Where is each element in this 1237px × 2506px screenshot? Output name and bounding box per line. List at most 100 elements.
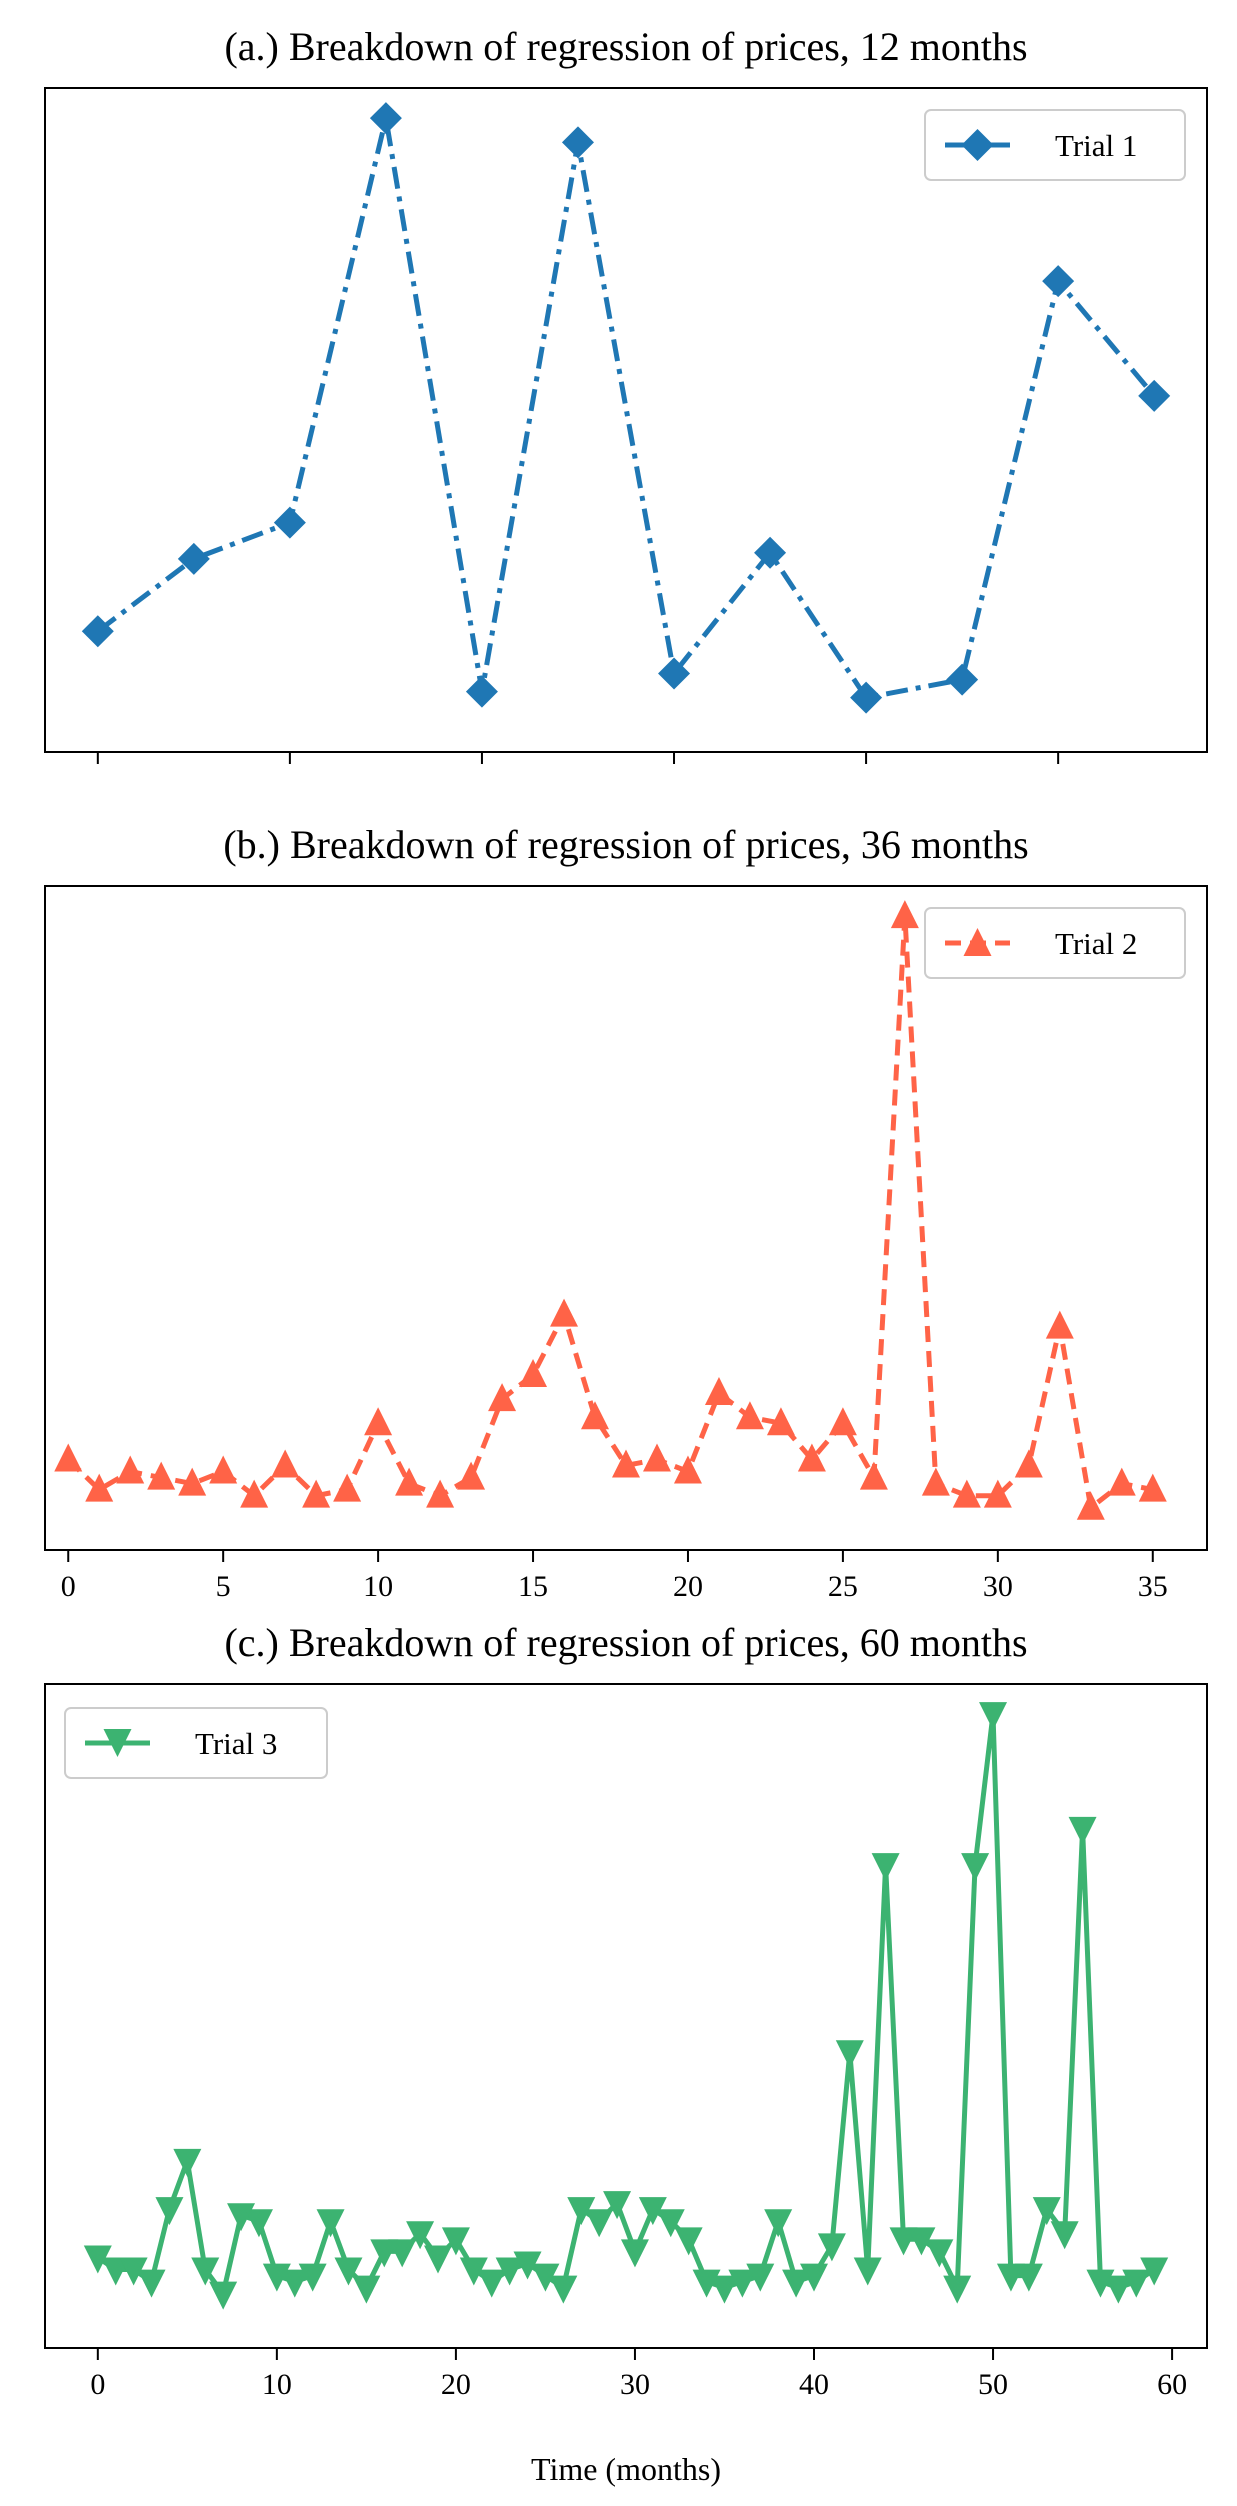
panel-c-point-57 — [1104, 2275, 1133, 2304]
panel-b-point-29 — [952, 1479, 981, 1508]
panel-c-point-35 — [710, 2275, 739, 2304]
panel-a-legend-label: Trial 1 — [1055, 128, 1137, 163]
panel-b-xtick-label-0: 0 — [61, 1570, 76, 1603]
panel-b-point-3 — [147, 1461, 176, 1490]
panel-c-point-13 — [316, 2209, 345, 2238]
panel-a-series-0-line — [96, 115, 1157, 701]
panel-c-point-44 — [871, 1853, 900, 1882]
panel-b-point-10 — [364, 1407, 393, 1436]
panel-b-point-26 — [859, 1461, 888, 1490]
panel-b-xtick-label-25: 25 — [828, 1570, 858, 1603]
panel-c-point-22 — [477, 2269, 506, 2298]
panel-b-plot-frame — [44, 885, 1208, 1551]
panel-c-point-47 — [925, 2239, 954, 2268]
panel-b-xtick-label-30: 30 — [983, 1570, 1013, 1603]
panel-a-point-1 — [177, 542, 210, 575]
panel-c-point-26 — [549, 2275, 578, 2304]
panel-b-point-0 — [54, 1443, 83, 1472]
panel-c-point-59 — [1140, 2257, 1169, 2286]
panel-a: (a.) Breakdown of regression of prices, … — [44, 24, 1208, 764]
panel-b-point-22 — [735, 1401, 764, 1430]
x-axis-label: Time (months) — [531, 2451, 721, 2487]
panel-b-point-30 — [983, 1479, 1012, 1508]
panel-c-point-14 — [334, 2257, 363, 2286]
panel-a-point-10 — [1042, 265, 1075, 298]
panel-c-point-11 — [280, 2269, 309, 2298]
panel-c-legend: Trial 3 — [64, 1707, 328, 1779]
panel-c-point-55 — [1068, 1816, 1097, 1845]
panel-c-xtick-label-10: 10 — [262, 2368, 292, 2401]
panel-a-point-3 — [369, 102, 402, 135]
panel-c-point-40 — [799, 2263, 828, 2292]
panel-c-xtick-label-60: 60 — [1157, 2368, 1187, 2401]
panel-a-point-11 — [1138, 379, 1171, 412]
panel-c-point-12 — [298, 2263, 327, 2292]
panel-a-legend-marker-icon — [961, 129, 994, 161]
panel-b-point-18 — [612, 1449, 640, 1478]
panel-a-point-9 — [946, 663, 979, 696]
panel-a-point-5 — [561, 126, 594, 159]
panel-c-point-42 — [835, 2040, 864, 2069]
panel-b: (b.) Breakdown of regression of prices, … — [44, 822, 1208, 1603]
panel-b-legend-frame — [924, 907, 1186, 979]
panel-c-point-16 — [370, 2239, 399, 2268]
panel-c-point-19 — [424, 2245, 453, 2274]
panel-b-point-6 — [240, 1479, 269, 1508]
panel-b-point-33 — [1076, 1491, 1105, 1520]
panel-c-point-2 — [119, 2257, 148, 2286]
panel-c-point-41 — [817, 2233, 846, 2262]
panel-b-point-31 — [1014, 1449, 1043, 1478]
panel-c-point-58 — [1122, 2269, 1151, 2298]
panel-c-point-43 — [853, 2257, 882, 2286]
panel-a-point-0 — [81, 615, 114, 648]
panel-a-legend-frame — [924, 109, 1186, 181]
panel-c-point-46 — [907, 2227, 936, 2256]
panel-b-point-7 — [271, 1449, 300, 1478]
panel-c-point-0 — [83, 2245, 112, 2274]
panel-b-point-4 — [178, 1467, 207, 1496]
panel-b-point-5 — [209, 1455, 238, 1484]
panel-b-point-34 — [1107, 1467, 1136, 1496]
panel-c-point-48 — [943, 2275, 972, 2304]
panel-c-point-52 — [1014, 2263, 1043, 2292]
panel-b-point-35 — [1138, 1473, 1167, 1502]
panel-a-series-line — [96, 115, 1157, 701]
panel-b-point-19 — [642, 1443, 671, 1472]
panel-c-point-23 — [495, 2257, 524, 2286]
panel-b-point-2 — [116, 1455, 145, 1484]
panel-c-point-3 — [137, 2269, 166, 2298]
panel-b-xtick-label-20: 20 — [673, 1570, 703, 1603]
panel-b-point-8 — [302, 1479, 331, 1508]
panel-b-legend: Trial 2 — [924, 907, 1186, 979]
panel-b-point-24 — [797, 1443, 826, 1472]
panel-c-point-15 — [352, 2275, 381, 2304]
panel-b-point-21 — [704, 1377, 733, 1406]
panel-b-point-9 — [333, 1473, 362, 1502]
panel-c-point-31 — [638, 2197, 667, 2226]
panel-c-xtick-label-20: 20 — [441, 2368, 471, 2401]
panel-c-title: (c.) Breakdown of regression of prices, … — [224, 1620, 1027, 1665]
panel-a-point-7 — [754, 536, 787, 569]
panel-b-point-28 — [921, 1467, 950, 1496]
panel-a-legend: Trial 1 — [924, 109, 1186, 181]
panel-b-point-23 — [766, 1407, 795, 1436]
panel-c-legend-frame — [64, 1707, 328, 1779]
panel-b-point-15 — [519, 1358, 548, 1387]
panel-c-point-9 — [244, 2209, 273, 2238]
panel-c-point-7 — [209, 2281, 238, 2310]
panel-a-point-6 — [658, 657, 691, 690]
panel-c-xtick-label-50: 50 — [978, 2368, 1008, 2401]
panel-b-point-13 — [457, 1461, 486, 1490]
panel-b-legend-marker-icon — [963, 928, 992, 956]
panel-c-legend-label: Trial 3 — [195, 1726, 277, 1761]
panel-a-xticks — [96, 752, 1060, 764]
panel-c-point-25 — [531, 2263, 560, 2292]
panel-b-point-25 — [828, 1407, 857, 1436]
panel-c-plot-frame — [44, 1683, 1208, 2349]
panel-c-point-45 — [889, 2227, 918, 2256]
panel-b-xtick-label-35: 35 — [1138, 1570, 1168, 1603]
panel-c-point-37 — [746, 2263, 775, 2292]
panel-c-point-54 — [1050, 2221, 1079, 2250]
panel-a-point-4 — [465, 675, 498, 708]
